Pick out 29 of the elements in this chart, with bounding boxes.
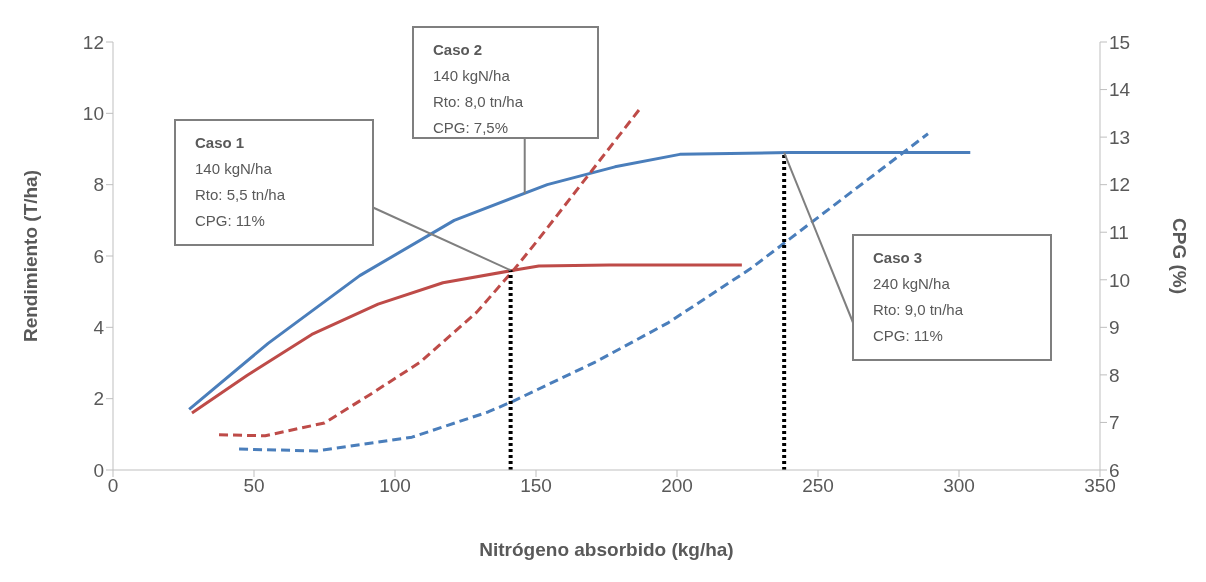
y-tick-label: 8 [93,174,104,196]
y2-tick-label: 7 [1109,412,1120,434]
y-axis-title: Rendimiento (T/ha) [19,169,41,343]
x-tick-label: 100 [379,475,411,497]
y2-tick-label: 14 [1109,79,1131,101]
x-tick-label: 0 [107,475,119,497]
x-tick-label: 150 [520,475,552,497]
x-tick-label: 200 [661,475,693,497]
y2-tick-label: 8 [1109,364,1120,386]
x-tick-label: 300 [943,475,975,497]
y2-tick-label: 12 [1109,174,1131,196]
y2-tick-label: 13 [1109,126,1131,148]
y-tick-label: 4 [93,317,105,339]
y2-axis-title: CPG (%) [1169,218,1191,294]
y2-tick-label: 9 [1109,317,1120,339]
x-tick-label: 50 [243,475,265,497]
annotation: Caso 3 240 kgN/ha Rto: 9,0 tn/ha CPG: 11% [873,249,964,344]
annotation: Caso 1 140 kgN/ha Rto: 5,5 tn/ha CPG: 11% [195,134,286,229]
y-tick-label: 0 [93,459,104,481]
y-tick-label: 12 [82,31,104,53]
y2-tick-label: 11 [1109,221,1129,243]
y-tick-label: 2 [93,388,104,410]
y2-tick-label: 10 [1109,269,1131,291]
x-axis-title: Nitrógeno absorbido (kg/ha) [479,539,734,560]
y2-tick-label: 15 [1109,31,1131,53]
x-tick-label: 250 [802,475,834,497]
y-tick-label: 6 [93,245,104,267]
annotation: Caso 2 140 kgN/ha Rto: 8,0 tn/ha CPG: 7,5% [433,41,524,136]
y-tick-label: 10 [82,103,104,125]
